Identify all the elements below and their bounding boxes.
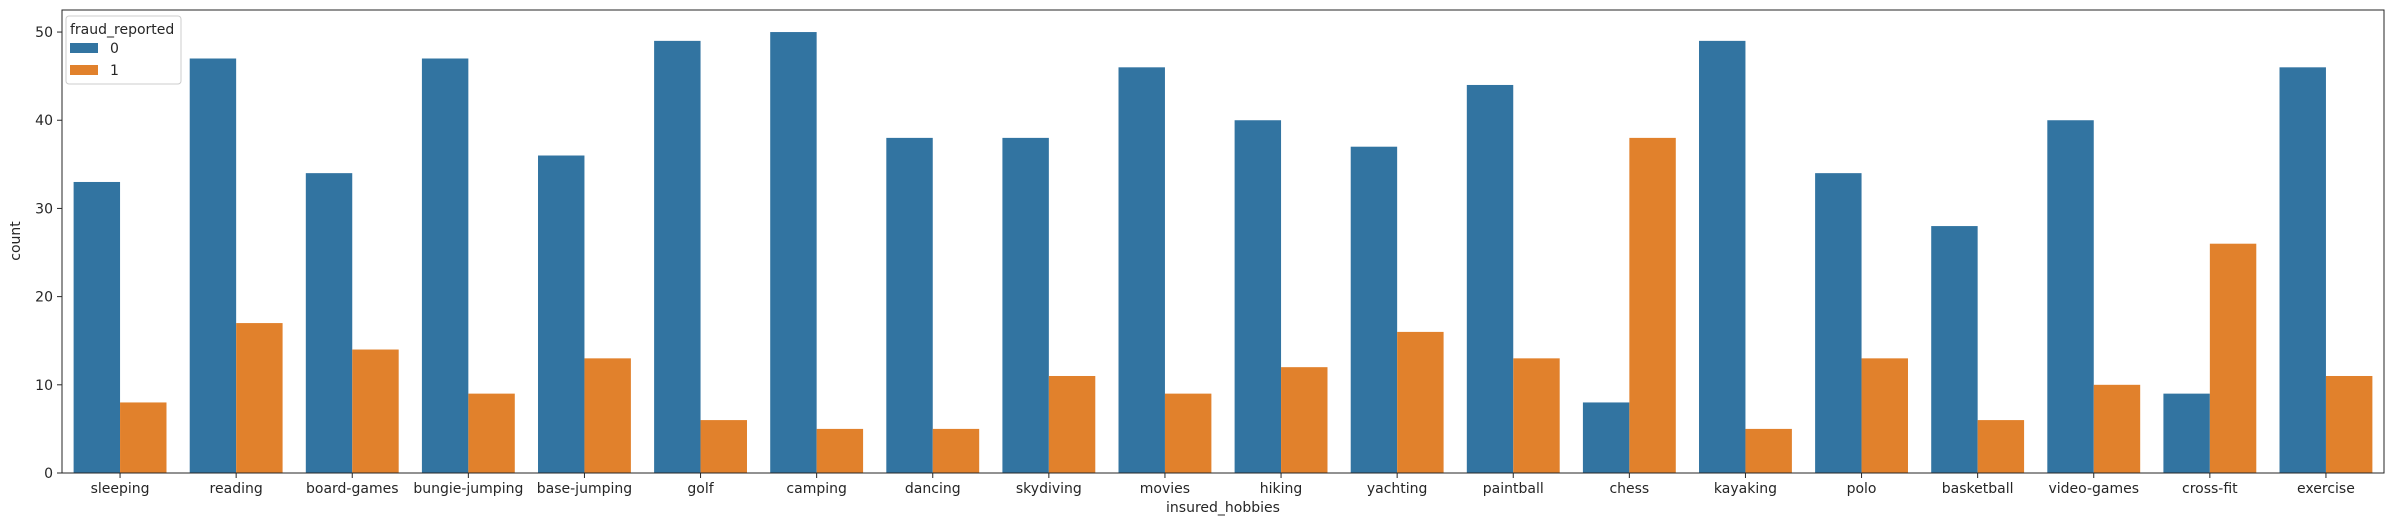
bar-camping-series-0 [770, 32, 817, 474]
x-tick-label: chess [1609, 481, 1649, 497]
bar-skydiving-series-1 [1048, 375, 1096, 473]
bar-chess-series-0 [1582, 402, 1630, 473]
bar-hiking-series-0 [1234, 120, 1282, 474]
bar-reading-series-0 [189, 58, 237, 473]
legend-swatch-1 [70, 65, 98, 75]
y-axis-ticks: 0 10 20 30 40 50 [35, 25, 62, 482]
bar-dancing-series-0 [886, 137, 933, 473]
bar-sleeping-series-0 [73, 181, 121, 473]
bar-bungie-jumping-series-1 [468, 393, 515, 473]
legend-label-0: 0 [110, 41, 119, 57]
x-tick-label: kayaking [1714, 481, 1777, 497]
bar-basketball-series-0 [1931, 226, 1978, 473]
x-tick-label: paintball [1483, 481, 1544, 497]
bar-cross-fit-series-0 [2163, 393, 2210, 473]
y-tick-label: 30 [35, 201, 53, 217]
bar-kayaking-series-1 [1745, 428, 1792, 473]
x-tick-label: video-games [2048, 481, 2139, 497]
bar-cross-fit-series-1 [2209, 243, 2257, 473]
x-axis-label: insured_hobbies [1166, 500, 1280, 516]
bar-board-games-series-0 [305, 173, 353, 473]
bar-exercise-series-0 [2279, 67, 2326, 473]
bar-reading-series-1 [236, 323, 283, 473]
bar-base-jumping-series-0 [538, 155, 585, 473]
bar-skydiving-series-0 [1002, 137, 1049, 473]
bar-golf-series-1 [700, 420, 747, 473]
legend-label-1: 1 [110, 63, 119, 79]
bar-basketball-series-1 [1977, 420, 2025, 473]
x-tick-label: polo [1847, 481, 1877, 497]
legend-swatch-0 [70, 43, 98, 53]
x-tick-label: dancing [905, 481, 961, 497]
bar-board-games-series-1 [352, 349, 399, 473]
bar-camping-series-1 [816, 428, 864, 473]
bar-golf-series-0 [654, 40, 701, 474]
x-tick-label: bungie-jumping [413, 481, 523, 497]
x-axis-ticks: sleeping reading board-games bungie-jumping… [91, 473, 2355, 497]
y-tick-label: 10 [35, 378, 53, 394]
bar-chess-series-1 [1629, 137, 1676, 473]
y-axis-label: count [8, 221, 24, 261]
y-tick-label: 20 [35, 290, 53, 306]
bar-exercise-series-1 [2325, 375, 2373, 473]
bar-yachting-series-1 [1397, 331, 1444, 473]
legend: fraud_reported 0 1 [65, 15, 182, 85]
x-tick-label: exercise [2297, 481, 2355, 497]
x-tick-label: sleeping [91, 481, 150, 497]
x-tick-label: reading [210, 481, 263, 497]
x-tick-label: camping [786, 481, 846, 497]
bars-layer [73, 32, 2373, 474]
plot-frame [61, 9, 2385, 474]
x-tick-label: skydiving [1016, 481, 1082, 497]
legend-title: fraud_reported [70, 22, 174, 38]
x-tick-label: basketball [1942, 481, 2014, 497]
x-tick-label: board-games [306, 481, 399, 497]
x-tick-label: hiking [1260, 481, 1303, 497]
y-tick-label: 0 [44, 466, 53, 482]
x-tick-label: movies [1140, 481, 1190, 497]
y-tick-label: 40 [35, 113, 53, 129]
bar-hiking-series-1 [1281, 367, 1328, 473]
bar-polo-series-0 [1815, 173, 1862, 473]
bar-paintball-series-1 [1513, 358, 1560, 473]
bar-movies-series-0 [1118, 67, 1165, 473]
bar-sleeping-series-1 [120, 402, 167, 473]
bar-video-games-series-1 [2093, 384, 2141, 473]
x-tick-label: yachting [1367, 481, 1428, 497]
x-tick-label: base-jumping [537, 481, 632, 497]
x-tick-label: golf [687, 481, 714, 497]
x-tick-label: cross-fit [2182, 481, 2238, 497]
bar-dancing-series-1 [932, 428, 980, 473]
bar-kayaking-series-0 [1699, 40, 1746, 474]
bar-paintball-series-0 [1466, 84, 1514, 474]
bar-movies-series-1 [1164, 393, 1212, 473]
bar-yachting-series-0 [1350, 146, 1398, 473]
bar-base-jumping-series-1 [584, 358, 631, 473]
bar-video-games-series-0 [2047, 120, 2094, 474]
bar-bungie-jumping-series-0 [421, 58, 469, 473]
bar-polo-series-1 [1861, 358, 1908, 473]
y-tick-label: 50 [35, 25, 53, 41]
